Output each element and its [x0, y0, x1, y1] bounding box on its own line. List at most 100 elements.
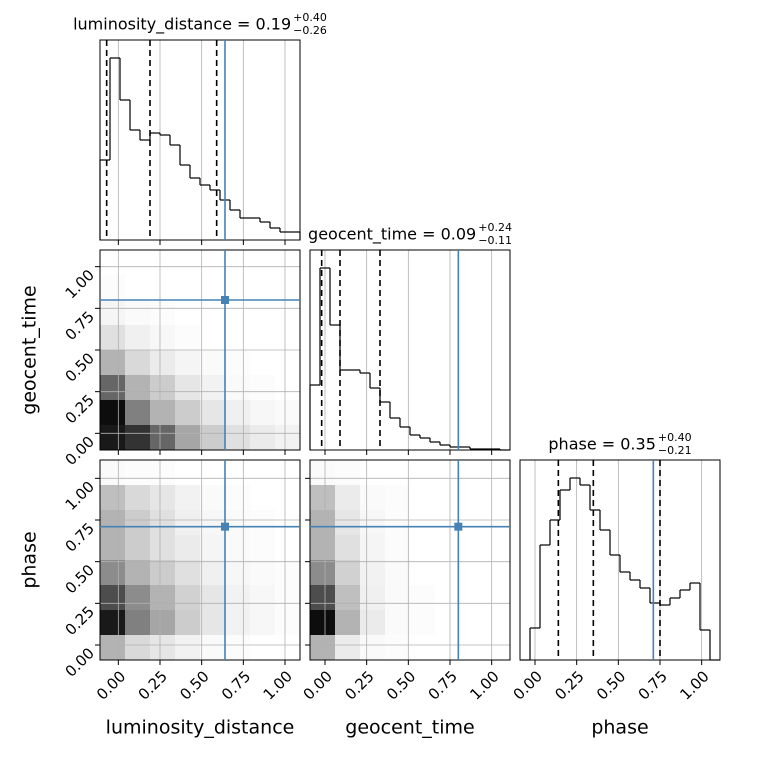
density-cell — [150, 275, 175, 300]
density-cell — [410, 635, 435, 660]
density-cell — [485, 560, 510, 585]
density-cell — [385, 535, 410, 560]
density-cell — [225, 560, 250, 585]
density-cell — [200, 510, 225, 535]
panel-frame — [99, 249, 301, 451]
x-tick-label: 0.75 — [218, 667, 254, 703]
density-cell — [360, 510, 385, 535]
density-cell — [175, 635, 200, 660]
density-cell — [150, 375, 175, 400]
panel-frame — [309, 459, 511, 661]
density-cell — [275, 485, 300, 510]
density-cell — [125, 325, 150, 350]
density-cell — [275, 325, 300, 350]
density-cell — [100, 400, 125, 425]
density-cell — [150, 250, 175, 275]
density-cell — [175, 375, 200, 400]
title-upper-error: +0.40 — [658, 431, 692, 444]
density-cell — [200, 300, 225, 325]
x-tick-label: 1.00 — [466, 667, 502, 703]
density-cell — [100, 425, 125, 450]
y-tick-label: 0.25 — [62, 603, 98, 639]
density-cell — [385, 635, 410, 660]
density-cell — [410, 460, 435, 485]
density-cell — [225, 460, 250, 485]
density-cell — [435, 460, 460, 485]
density-cell — [250, 560, 275, 585]
density-cell — [485, 585, 510, 610]
density-cell — [310, 460, 335, 485]
y-tick-label: 0.25 — [62, 391, 98, 427]
y-tick-label: 0.50 — [62, 349, 98, 385]
density-cell — [250, 460, 275, 485]
density-cell — [460, 460, 485, 485]
density-cell — [225, 585, 250, 610]
y-axis-label: geocent_time — [19, 285, 41, 414]
title-lower-error: −0.26 — [293, 24, 327, 37]
density-cell — [100, 485, 125, 510]
density-cell — [150, 425, 175, 450]
density-cell — [125, 460, 150, 485]
density-cell — [335, 585, 360, 610]
density-cell — [385, 460, 410, 485]
density-cell — [275, 635, 300, 660]
density-cell — [310, 635, 335, 660]
truth-marker — [221, 296, 229, 304]
panel-title: luminosity_distance = 0.19 — [73, 15, 291, 35]
y-tick-label: 1.00 — [62, 478, 98, 514]
density-cell — [225, 300, 250, 325]
density-cell — [200, 425, 225, 450]
density-cell — [150, 460, 175, 485]
density-cell — [250, 275, 275, 300]
panel-frame — [99, 459, 301, 661]
density-cell — [150, 610, 175, 635]
density-cell — [175, 275, 200, 300]
density-cell — [125, 510, 150, 535]
density-cell — [250, 485, 275, 510]
density-cell — [250, 400, 275, 425]
density-cell — [460, 535, 485, 560]
density-cell — [360, 585, 385, 610]
density-cell — [410, 585, 435, 610]
density-cell — [100, 275, 125, 300]
panel-frame — [519, 459, 721, 661]
x-tick-label: 0.25 — [341, 667, 377, 703]
density-cell — [125, 485, 150, 510]
density-cell — [335, 610, 360, 635]
density-cell — [100, 535, 125, 560]
density-cell — [275, 560, 300, 585]
density-cell — [175, 250, 200, 275]
density-cell — [435, 535, 460, 560]
density-cell — [310, 510, 335, 535]
density-cell — [200, 485, 225, 510]
density-cell — [125, 635, 150, 660]
density-cell — [125, 350, 150, 375]
density-cell — [150, 300, 175, 325]
density-cell — [150, 325, 175, 350]
density-cell — [385, 585, 410, 610]
density-cell — [275, 425, 300, 450]
density-cell — [335, 510, 360, 535]
density-cell — [200, 400, 225, 425]
x-tick-label: 0.75 — [635, 667, 671, 703]
density-cell — [485, 460, 510, 485]
density-cell — [275, 350, 300, 375]
x-tick-label: 0.50 — [593, 667, 629, 703]
panel-frame — [99, 39, 301, 241]
density-cell — [250, 610, 275, 635]
density-cell — [435, 585, 460, 610]
density-cell — [125, 560, 150, 585]
density-cell — [125, 400, 150, 425]
density-cell — [150, 560, 175, 585]
x-tick-label: 1.00 — [676, 667, 712, 703]
x-tick-label: 0.00 — [300, 667, 336, 703]
density-cell — [385, 485, 410, 510]
x-axis-label: phase — [591, 717, 648, 739]
density-cell — [200, 635, 225, 660]
panel-title: phase = 0.35 — [548, 435, 655, 454]
density-cell — [125, 375, 150, 400]
density-cell — [460, 585, 485, 610]
density-cell — [150, 635, 175, 660]
density-cell — [485, 485, 510, 510]
